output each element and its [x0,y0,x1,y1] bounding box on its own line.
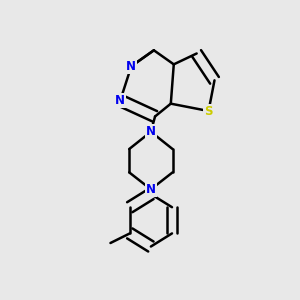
Text: N: N [146,183,156,196]
Text: S: S [204,104,213,118]
Text: N: N [115,94,125,107]
Text: N: N [126,60,136,73]
Text: N: N [146,125,156,138]
